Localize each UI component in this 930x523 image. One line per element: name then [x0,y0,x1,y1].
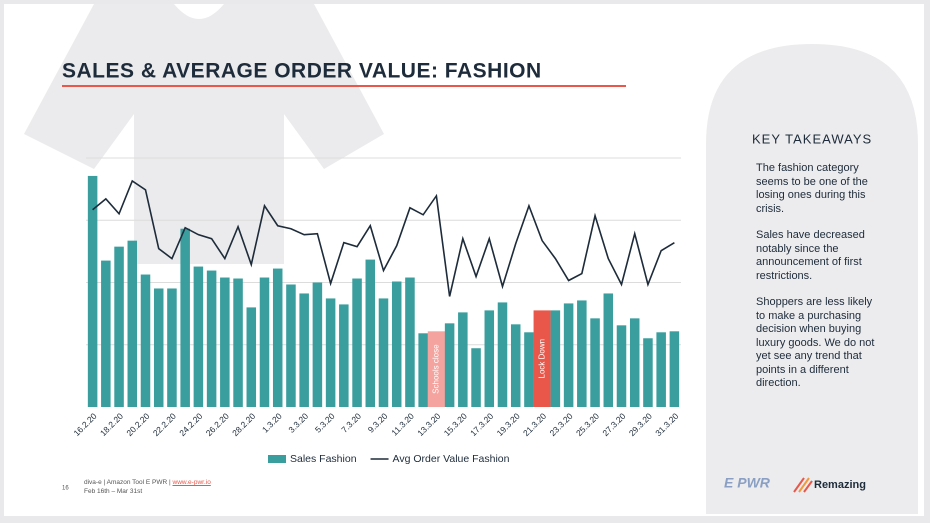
bar [669,331,680,407]
background-shirt [24,4,384,264]
bar [577,300,587,407]
remazing-icon [793,477,813,493]
bar [629,318,640,407]
bar [286,284,296,407]
x-tick-label: 23.3.20 [547,411,574,438]
bar [656,332,666,407]
annotation-label: Schools close [431,344,440,394]
logo-remazing: Remazing [814,479,866,491]
bar [563,303,574,407]
x-tick-label: 13.3.20 [415,411,442,438]
bar [114,246,124,407]
bar [312,282,323,407]
x-tick-label: 25.3.20 [574,411,601,438]
x-tick-label: 16.2.20 [71,411,98,438]
page-number: 16 [62,486,69,492]
source: diva-e | Amazon Tool E PWR | [84,479,173,486]
x-tick-label: 18.2.20 [98,411,125,438]
takeaway: Sales have decreased notably since the a… [756,229,865,282]
bar [206,270,217,407]
legend-label: Sales Fashion [290,453,357,465]
bar [427,331,445,407]
x-tick-label: 15.3.20 [442,411,469,438]
bar [418,333,428,407]
x-tick-label: 9.3.20 [366,411,390,435]
bar [299,293,309,407]
bar [616,325,627,407]
bar [87,175,98,407]
bar [101,260,111,407]
takeaway: The fashion category seems to be one of … [756,162,868,215]
x-tick-label: 24.2.20 [177,411,204,438]
x-tick-label: 17.3.20 [468,411,495,438]
sidebar-panel [706,44,918,514]
x-tick-label: 5.3.20 [313,411,337,435]
bar [497,302,508,407]
slide-title: SALES & AVERAGE ORDER VALUE: FASHION [62,60,542,83]
bar [352,278,362,407]
bar [510,324,521,407]
x-tick-label: 29.3.20 [627,411,654,438]
x-tick-label: 31.3.20 [653,411,680,438]
bar [444,323,455,407]
bar [259,277,270,407]
bar [458,312,468,407]
bar [643,338,653,407]
annotation-label: Lock Down [537,339,546,379]
x-tick-label: 7.3.20 [339,411,363,435]
bar [272,268,283,407]
bar [524,332,534,407]
bar [378,298,389,407]
bar [365,259,376,407]
bar [233,278,243,407]
footer-source: diva-e | Amazon Tool E PWR | www.e-pwr.i… [84,478,211,496]
bar [590,318,600,407]
line [92,179,675,297]
bar [325,298,336,407]
takeaway: Shoppers are less likely to make a purch… [756,296,875,389]
bar [550,310,561,407]
bar [180,228,190,407]
x-tick-label: 19.3.20 [495,411,522,438]
x-tick-label: 1.3.20 [260,411,284,435]
bar [153,288,164,407]
bar [405,277,415,407]
bar [339,304,349,407]
bar [471,348,481,407]
legend-swatch [268,455,286,463]
bar [603,293,614,407]
x-tick-label: 11.3.20 [389,411,416,438]
bar [220,277,230,407]
x-tick-label: 3.3.20 [286,411,310,435]
bar [127,240,138,407]
dates: Feb 16th – Mar 31st [84,488,143,495]
link[interactable]: www.e-pwr.io [172,479,211,486]
slide: SALES & AVERAGE ORDER VALUE: FASHION KEY… [4,4,924,516]
x-tick-label: 20.2.20 [124,411,151,438]
legend-label: Avg Order Value Fashion [393,453,510,465]
bar [391,281,402,407]
chart: SALES & AVERAGE ORDER VALUE: FASHION KEY… [24,4,918,514]
bar [484,310,495,407]
x-tick-label: 27.3.20 [600,411,627,438]
bar [167,288,177,407]
sidebar-heading: KEY TAKEAWAYS [752,131,872,146]
x-tick-label: 26.2.20 [204,411,231,438]
sidebar-text: The fashion category seems to be one of … [756,162,876,391]
bar [140,274,151,407]
x-tick-label: 22.2.20 [151,411,178,438]
bar [246,307,257,407]
bar [533,310,551,407]
bar [193,266,204,407]
x-tick-label: 28.2.20 [230,411,257,438]
x-tick-label: 21.3.20 [521,411,548,438]
logo-epwr: E PWR [724,475,771,491]
